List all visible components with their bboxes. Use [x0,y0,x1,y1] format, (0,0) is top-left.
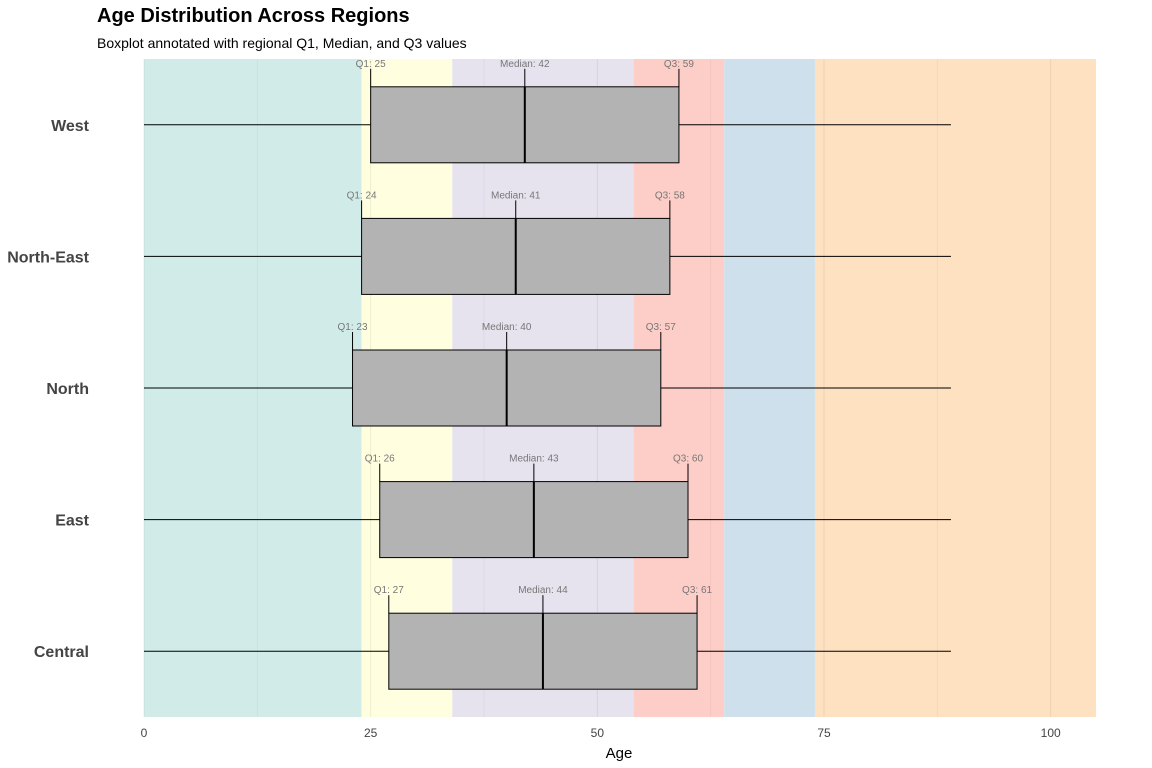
q1-label: Q1: 26 [365,454,395,465]
q1-label: Q1: 23 [338,322,368,333]
q3-label: Q3: 57 [646,322,676,333]
chart-title: Age Distribution Across Regions [97,5,410,27]
box-north-east: Q1: 24 Median: 41 Q3: 58 [144,190,951,295]
median-label: Median: 43 [509,454,559,465]
box-north: Q1: 23 Median: 40 Q3: 57 [144,322,951,427]
region-label-central: Central [34,644,89,661]
median-label: Median: 42 [500,59,550,70]
x-tick-label: 50 [591,726,605,740]
median-label: Median: 41 [491,190,541,201]
q1-label: Q1: 27 [374,585,404,596]
region-label-east: East [55,513,89,530]
x-tick-label: 25 [364,726,378,740]
region-label-north: North [46,381,89,398]
region-label-west: West [51,118,90,135]
q3-label: Q3: 58 [655,190,685,201]
box-east: Q1: 26 Median: 43 Q3: 60 [144,454,951,559]
x-tick-label: 100 [1041,726,1061,740]
q1-label: Q1: 24 [347,190,377,201]
q1-label: Q1: 25 [356,59,386,70]
median-label: Median: 44 [518,585,568,596]
boxes-group: Q1: 25 Median: 42 Q3: 59 Q1: 24 Median: 41 Q3… [144,59,951,690]
median-label: Median: 40 [482,322,532,333]
x-axis-ticks: 0 25 50 75 100 [141,726,1061,740]
q3-label: Q3: 61 [682,585,712,596]
box-west: Q1: 25 Median: 42 Q3: 59 [144,59,951,164]
q3-label: Q3: 59 [664,59,694,70]
chart-subtitle: Boxplot annotated with regional Q1, Medi… [97,35,467,51]
x-tick-label: 0 [141,726,148,740]
box-central: Q1: 27 Median: 44 Q3: 61 [144,585,951,690]
x-axis-title: Age [606,745,633,762]
region-label-north-east: North-East [7,249,89,266]
q3-label: Q3: 60 [673,454,703,465]
region-labels: West North-East North East Central [7,118,89,661]
x-tick-label: 75 [817,726,831,740]
